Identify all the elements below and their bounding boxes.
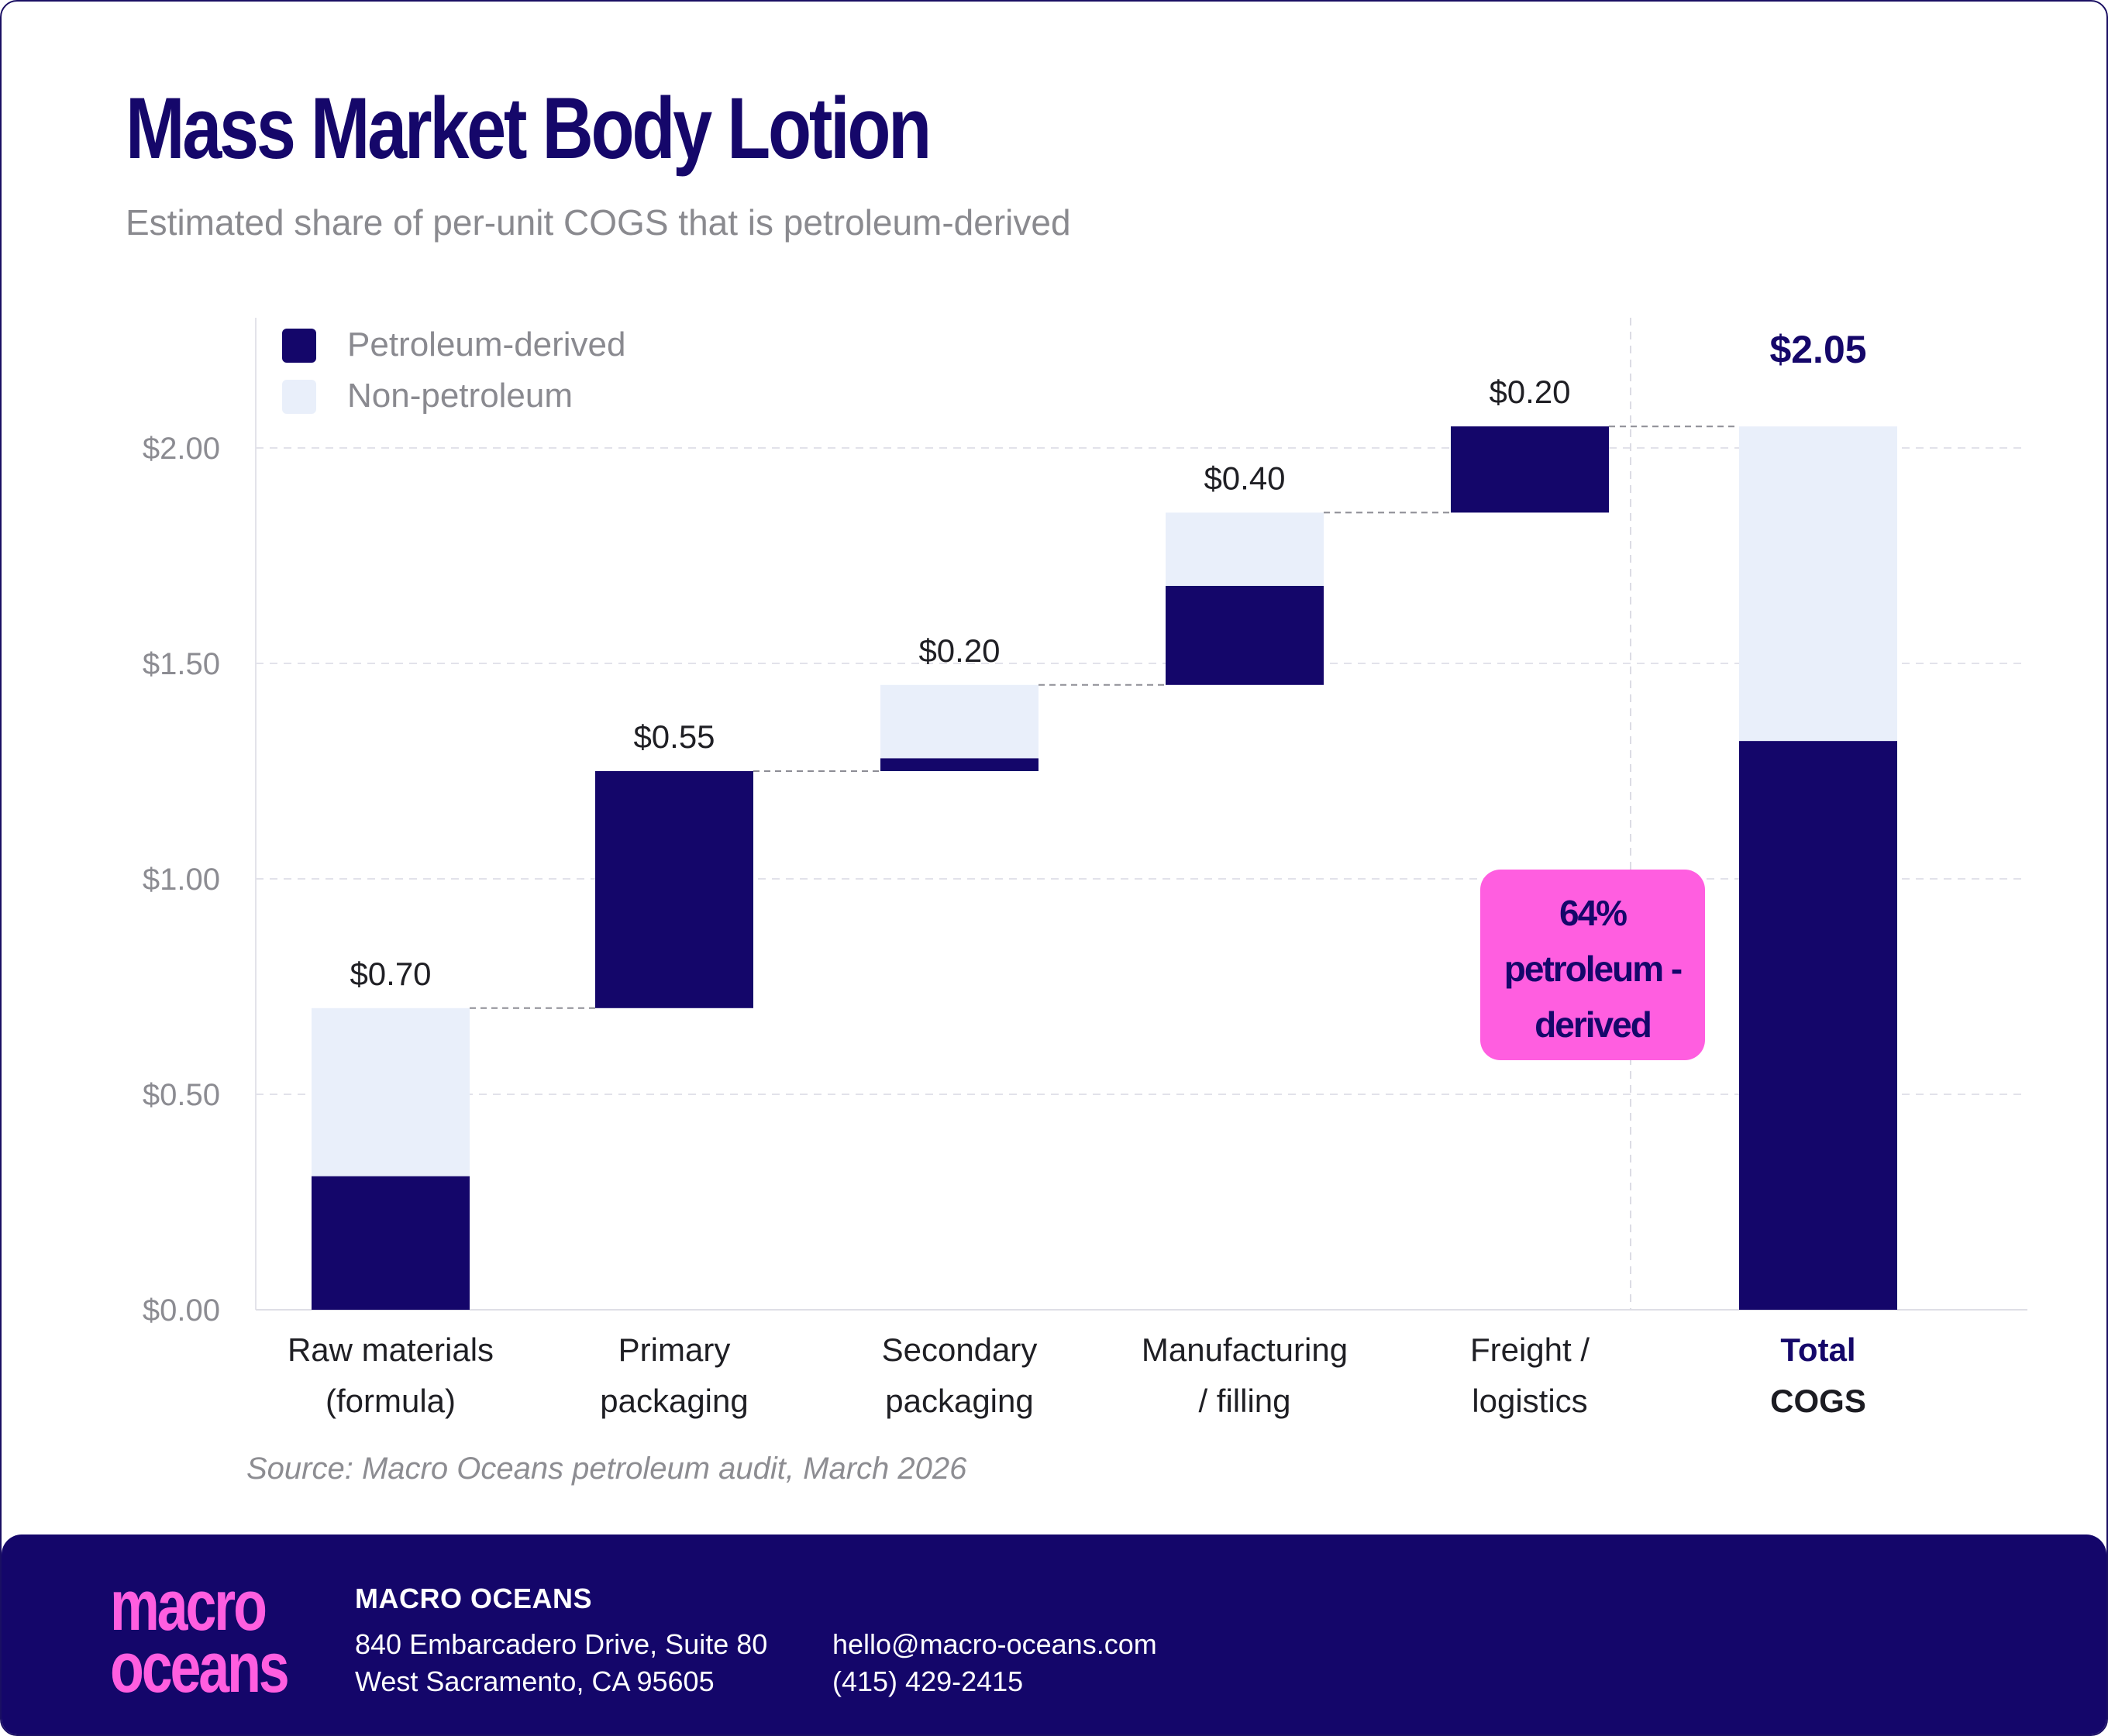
category-label-freight-logistics-line-1: Freight / [1470,1331,1590,1368]
value-label-total-cogs: $2.05 [1769,328,1866,371]
bar-manufacturing-filling-non-petroleum [1166,512,1324,586]
category-label-primary-packaging-line-2: packaging [600,1383,748,1419]
category-label-secondary-packaging-line-2: packaging [885,1383,1033,1419]
callout-box [1480,870,1705,1060]
phone-number: (415) 429-2415 [832,1665,1024,1697]
y-tick-label-0: $0.00 [143,1293,220,1328]
bar-manufacturing-filling-petroleum [1166,585,1324,685]
legend-label-petroleum: Petroleum-derived [347,326,626,363]
callout-text-line-1: 64% [1559,893,1627,933]
address-line-1: 840 Embarcadero Drive, Suite 80 [355,1628,768,1660]
category-label-freight-logistics-line-2: logistics [1472,1383,1587,1419]
chart-title: Mass Market Body Lotion [126,80,932,177]
email-link[interactable]: hello@macro-oceans.com [832,1628,1157,1660]
value-label-secondary-packaging: $0.20 [918,632,1000,669]
bar-secondary-packaging-non-petroleum [880,684,1038,759]
category-label-raw-materials-line-2: (formula) [326,1383,456,1419]
category-label-primary-packaging-line-1: Primary [618,1331,731,1368]
bar-raw-materials-non-petroleum [312,1008,470,1176]
company-name: MACRO OCEANS [355,1583,593,1614]
y-tick-label-4: $2.00 [143,432,220,466]
logo-line-1: macro [110,1566,267,1645]
legend-label-non-petroleum: Non-petroleum [347,377,573,415]
value-label-manufacturing-filling: $0.40 [1204,460,1285,496]
category-label-total-cogs-line-1: Total [1780,1331,1855,1368]
logo-line-2: oceans [110,1628,290,1707]
bar-secondary-packaging-petroleum [880,758,1038,771]
category-label-raw-materials-line-1: Raw materials [288,1331,494,1368]
bar-primary-packaging-petroleum [595,771,753,1008]
chart-subtitle: Estimated share of per-unit COGS that is… [126,202,1071,243]
waterfall-chart: $0.00 $0.50 $1.00 $1.50 $2.00 $0.70 Raw materi… [143,318,2027,1419]
category-label-total-cogs-line-2: COGS [1770,1383,1866,1419]
bar-total-cogs-non-petroleum [1739,426,1897,742]
footer: macro oceans MACRO OCEANS 840 Embarcader… [2,1534,2106,1734]
value-label-primary-packaging: $0.55 [633,718,715,755]
macro-oceans-logo: macro oceans [110,1566,290,1707]
address-line-2: West Sacramento, CA 95605 [355,1665,715,1697]
legend-swatch-non-petroleum [282,380,316,414]
bar-total-cogs-petroleum [1739,741,1897,1310]
y-tick-label-3: $1.50 [143,647,220,681]
bar-raw-materials-petroleum [312,1176,470,1310]
callout-text-line-2: petroleum - [1504,949,1682,989]
y-tick-label-2: $1.00 [143,863,220,897]
callout-text-line-3: derived [1534,1004,1651,1045]
y-tick-label-1: $0.50 [143,1078,220,1112]
category-label-secondary-packaging-line-1: Secondary [882,1331,1038,1368]
value-label-raw-materials: $0.70 [350,956,431,992]
category-label-manufacturing-filling-line-1: Manufacturing [1142,1331,1348,1368]
legend-swatch-petroleum [282,329,316,363]
category-label-manufacturing-filling-line-2: / filling [1198,1383,1290,1419]
bar-freight-logistics-petroleum [1451,426,1609,513]
value-label-freight-logistics: $0.20 [1489,374,1570,410]
source-note: Source: Macro Oceans petroleum audit, Ma… [246,1452,967,1486]
